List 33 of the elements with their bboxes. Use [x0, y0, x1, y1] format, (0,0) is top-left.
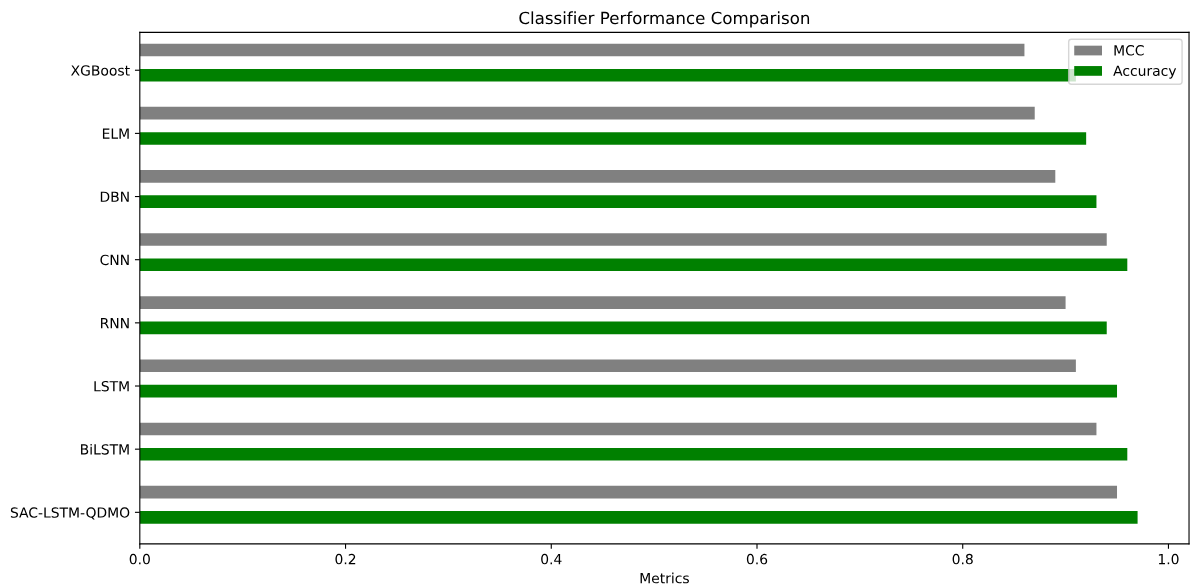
- bar: [139, 321, 1107, 335]
- x-tick-label: 0.0: [129, 553, 150, 565]
- bar: [139, 258, 1128, 272]
- bar: [139, 447, 1128, 461]
- bar: [139, 195, 1097, 208]
- bar: [139, 422, 1097, 436]
- y-tick-label: ELM: [102, 128, 129, 139]
- y-tick-label: CNN: [100, 254, 129, 266]
- bar: [139, 359, 1076, 373]
- x-tick-label: 0.2: [335, 553, 356, 565]
- y-tick-label: SAC-LSTM-QDMO: [10, 507, 130, 520]
- y-tick-label: DBN: [100, 191, 129, 202]
- bar: [139, 106, 1035, 120]
- x-tick-label: 1.0: [1158, 553, 1179, 565]
- bar: [139, 43, 1025, 57]
- bar: [139, 170, 1056, 183]
- bar: [139, 296, 1066, 309]
- bar: [139, 485, 1118, 499]
- x-tick-label: 0.4: [541, 553, 562, 565]
- x-tick-label: 0.8: [952, 553, 973, 565]
- chart-title: Classifier Performance Comparison: [519, 11, 810, 28]
- bar: [139, 233, 1107, 246]
- y-tick-label: RNN: [101, 318, 129, 329]
- bar: [139, 132, 1087, 145]
- legend-label: MCC: [1114, 45, 1144, 56]
- y-tick-label: XGBoost: [71, 65, 130, 76]
- x-tick-label: 0.6: [746, 553, 768, 565]
- legend-label: Accuracy: [1113, 65, 1177, 79]
- y-tick-label: BiLSTM: [81, 443, 129, 455]
- bar: [139, 384, 1118, 398]
- y-tick-label: LSTM: [94, 380, 129, 392]
- bar: [139, 511, 1138, 524]
- x-axis-title: Metrics: [640, 572, 689, 584]
